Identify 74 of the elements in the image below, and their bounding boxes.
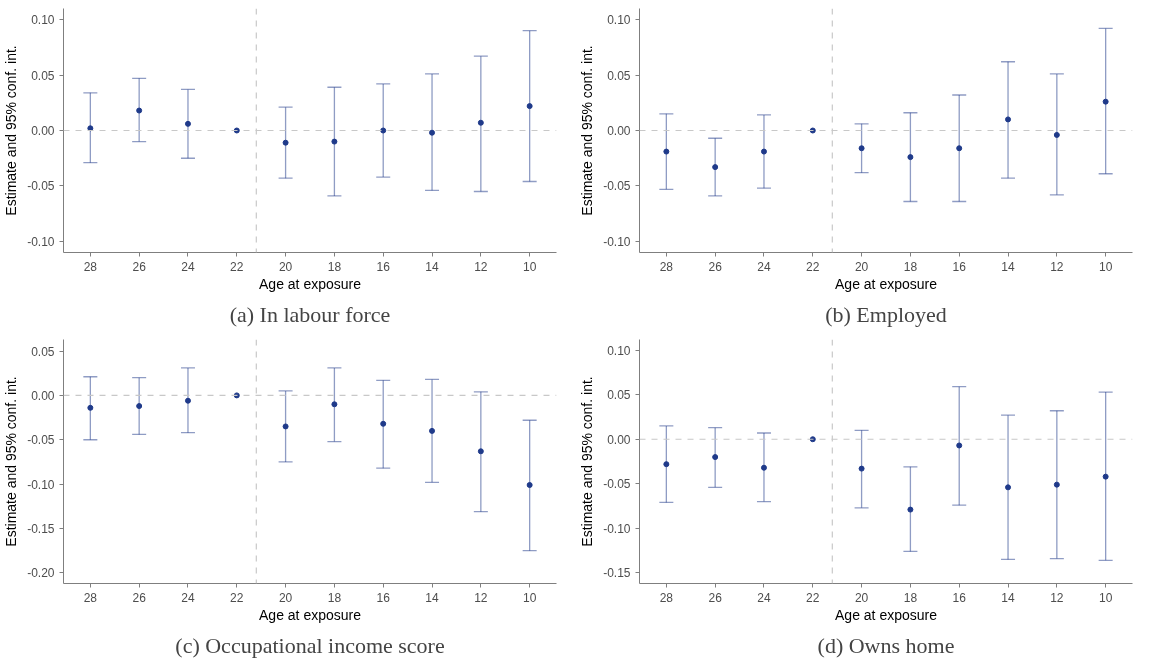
x-tick-label: 14 (1001, 590, 1016, 605)
x-axis-title: Age at exposure (259, 275, 362, 292)
x-axis-title: Age at exposure (835, 606, 938, 623)
y-tick-label: -0.10 (27, 477, 55, 492)
x-tick-label: 14 (425, 259, 440, 274)
y-tick-label: 0.00 (31, 388, 55, 403)
x-tick-label: 10 (522, 259, 537, 274)
y-axis-title: Estimate and 95% conf. int. (3, 45, 20, 216)
x-tick-label: 20 (854, 259, 869, 274)
y-tick-label: -0.05 (603, 179, 631, 194)
x-tick-label: 12 (1050, 259, 1064, 274)
x-tick-label: 28 (83, 259, 98, 274)
text: (c) Occupational income score (175, 632, 445, 658)
text: (b) Employed (825, 301, 947, 327)
x-tick-label: 22 (806, 590, 820, 605)
x-tick-label: 28 (659, 590, 674, 605)
x-tick-label: 24 (181, 590, 195, 605)
y-tick-label: -0.20 (27, 566, 55, 581)
y-axis-title: Estimate and 95% conf. int. (579, 376, 596, 547)
y-tick-label: 0.00 (607, 124, 631, 138)
x-tick-label: 10 (1098, 259, 1113, 274)
x-tick-label: 16 (952, 590, 967, 605)
x-tick-label: 22 (230, 259, 244, 274)
y-tick-label: 0.00 (31, 124, 55, 138)
y-tick-label: -0.05 (27, 179, 55, 194)
x-tick-label: 22 (806, 259, 820, 274)
y-tick-label: 0.10 (607, 13, 631, 28)
x-tick-label: 28 (659, 259, 674, 274)
x-tick-label: 14 (425, 590, 440, 605)
y-tick-label: -0.15 (27, 521, 55, 536)
x-tick-label: 12 (474, 590, 488, 605)
x-tick-label: 22 (230, 590, 244, 605)
text: (d) Owns home (817, 632, 955, 658)
y-tick-label: -0.10 (603, 234, 631, 249)
x-tick-label: 26 (708, 590, 723, 605)
x-tick-label: 20 (278, 590, 293, 605)
y-tick-label: 0.00 (607, 432, 631, 447)
x-tick-label: 16 (376, 259, 391, 274)
x-tick-label: 14 (1001, 259, 1016, 274)
x-tick-label: 26 (708, 259, 723, 274)
x-tick-label: 10 (1098, 590, 1113, 605)
x-tick-label: 24 (181, 259, 195, 274)
x-tick-label: 16 (952, 259, 967, 274)
y-tick-label: -0.15 (603, 566, 631, 581)
x-tick-label: 18 (327, 590, 342, 605)
x-tick-label: 16 (376, 590, 391, 605)
x-tick-label: 18 (903, 590, 918, 605)
x-tick-label: 18 (903, 259, 918, 274)
y-tick-label: 0.05 (31, 68, 55, 83)
x-tick-label: 24 (757, 259, 771, 274)
y-tick-label: -0.05 (27, 433, 55, 448)
x-axis-title: Age at exposure (835, 275, 938, 292)
text: (a) In labour force (229, 301, 391, 327)
y-tick-label: -0.10 (603, 521, 631, 536)
y-tick-label: -0.10 (27, 234, 55, 249)
x-tick-label: 20 (278, 259, 293, 274)
x-tick-label: 20 (854, 590, 869, 605)
y-tick-label: 0.05 (31, 344, 55, 359)
x-tick-label: 12 (1050, 590, 1064, 605)
x-tick-label: 18 (327, 259, 342, 274)
x-tick-label: 26 (132, 590, 147, 605)
x-tick-label: 12 (474, 259, 488, 274)
x-axis-title: Age at exposure (259, 606, 362, 623)
y-tick-label: 0.10 (607, 343, 631, 358)
y-tick-label: 0.05 (607, 388, 631, 403)
x-tick-label: 28 (83, 590, 98, 605)
x-tick-label: 24 (757, 590, 771, 605)
y-axis-title: Estimate and 95% conf. int. (579, 45, 596, 216)
x-tick-label: 10 (522, 590, 537, 605)
y-axis-title: Estimate and 95% conf. int. (3, 376, 20, 547)
x-tick-label: 26 (132, 259, 147, 274)
y-tick-label: 0.10 (31, 13, 55, 28)
y-tick-label: 0.05 (607, 68, 631, 83)
y-tick-label: -0.05 (603, 477, 631, 492)
